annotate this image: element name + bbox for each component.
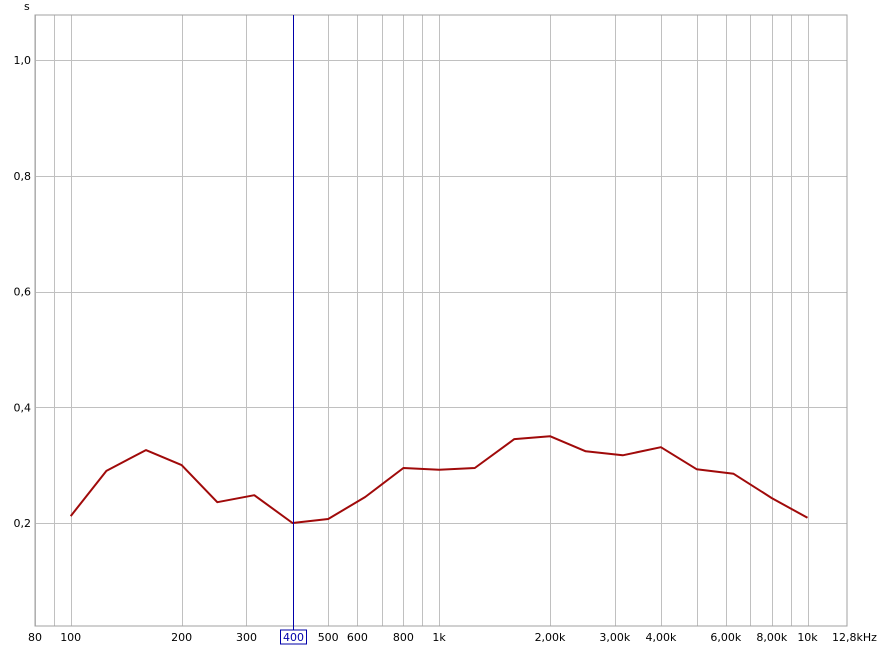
y-tick-label: 1,0 [14, 54, 32, 67]
x-tick-label: 80 [28, 631, 42, 644]
x-tick-label: 4,00k [645, 631, 676, 644]
x-tick-label: 8,00k [756, 631, 787, 644]
series-line [69, 435, 808, 524]
x-tick-label: 500 [318, 631, 339, 644]
y-unit-label: s [24, 0, 30, 13]
y-tick-label: 0,6 [14, 286, 32, 299]
x-tick-label: 3,00k [599, 631, 630, 644]
x-tick-label: 6,00k [710, 631, 741, 644]
x-tick-label: 1k [432, 631, 446, 644]
frequency-cursor[interactable]: 400 [280, 15, 307, 645]
y-axis-ticks: 1,0 0,8 0,6 0,4 0,2 [14, 54, 32, 530]
x-axis-ticks: 80 100 200 300 500 600 800 1k 2,00k 3,00k 4,00k 6,0… [28, 631, 877, 644]
y-tick-label: 0,4 [14, 401, 32, 414]
x-tick-label: 800 [393, 631, 414, 644]
y-tick-label: 0,2 [14, 517, 32, 530]
x-tick-label: 300 [236, 631, 257, 644]
plot-frame [34, 14, 848, 627]
x-tick-label: 100 [60, 631, 81, 644]
series-layer [69, 435, 808, 524]
x-tick-label: 600 [347, 631, 368, 644]
y-tick-label: 0,8 [14, 170, 32, 183]
x-tick-label: 200 [171, 631, 192, 644]
x-tick-label: 12,8kHz [832, 631, 877, 644]
x-tick-label: 2,00k [535, 631, 566, 644]
grid [35, 15, 847, 626]
cursor-label-box [280, 629, 307, 645]
cursor-label: 400 [283, 631, 304, 644]
x-tick-label: 10k [797, 631, 818, 644]
